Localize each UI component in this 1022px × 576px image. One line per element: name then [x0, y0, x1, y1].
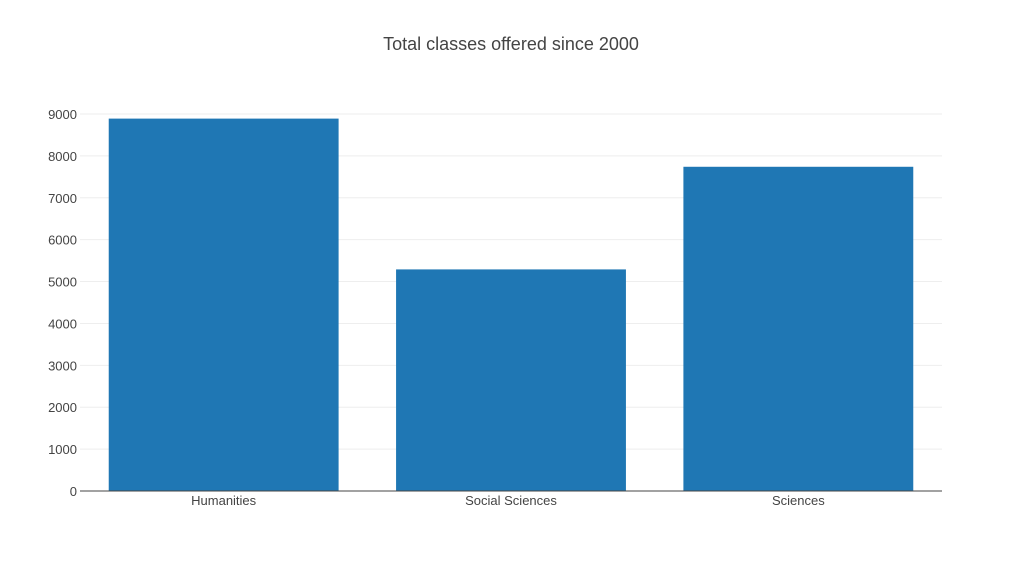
- y-tick-label: 4000: [48, 316, 77, 331]
- x-category-label: Social Sciences: [465, 493, 557, 508]
- y-tick-label: 5000: [48, 275, 77, 290]
- y-axis-tick-labels: 0 1000 2000 3000 4000 5000 6000 7000 8000 9000: [48, 107, 77, 499]
- y-tick-label: 8000: [48, 149, 77, 164]
- y-tick-label: 2000: [48, 400, 77, 415]
- bar-humanities[interactable]: [108, 118, 339, 491]
- y-tick-label: 0: [70, 484, 77, 499]
- x-category-label: Humanities: [191, 493, 257, 508]
- bars: [108, 118, 914, 491]
- y-tick-label: 1000: [48, 442, 77, 457]
- y-tick-label: 3000: [48, 358, 77, 373]
- x-axis-category-labels: Humanities Social Sciences Sciences: [191, 493, 825, 508]
- chart-title: Total classes offered since 2000: [383, 34, 639, 54]
- y-tick-label: 9000: [48, 107, 77, 122]
- x-category-label: Sciences: [772, 493, 825, 508]
- y-tick-label: 7000: [48, 191, 77, 206]
- bar-sciences[interactable]: [683, 166, 914, 491]
- bar-social-sciences[interactable]: [396, 269, 626, 491]
- y-tick-label: 6000: [48, 233, 77, 248]
